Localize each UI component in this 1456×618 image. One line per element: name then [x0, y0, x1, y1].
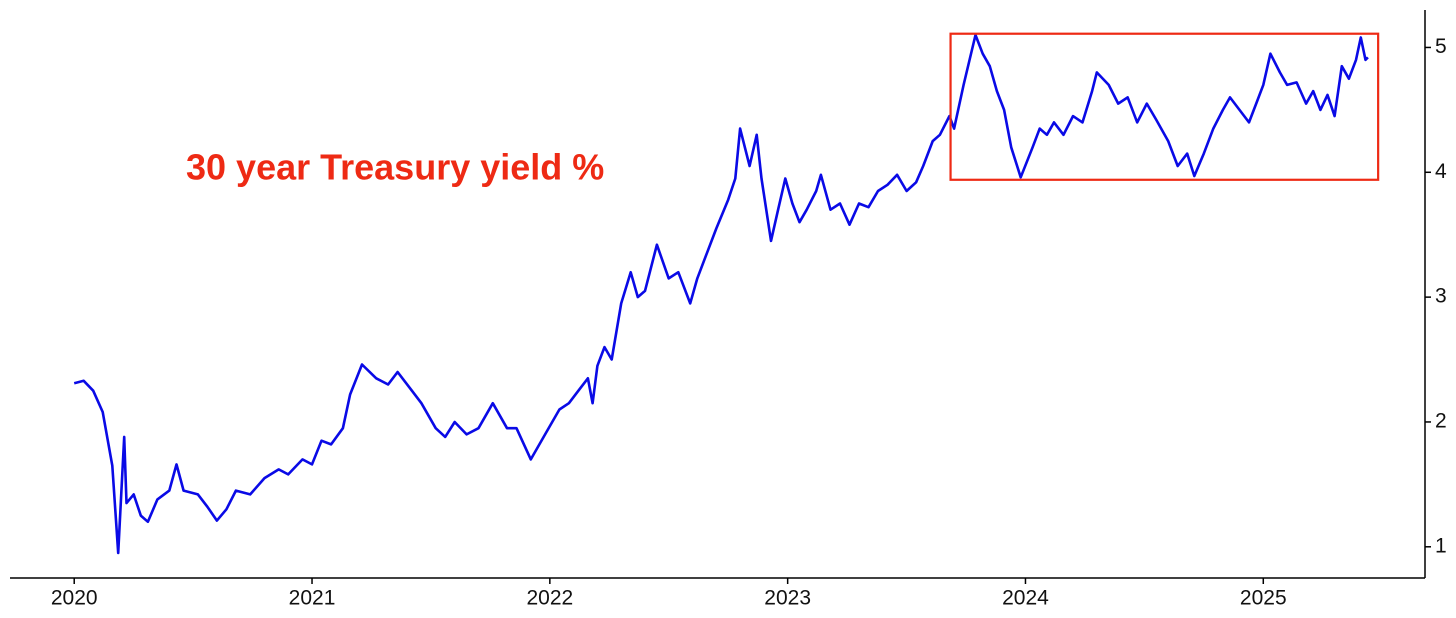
y-tick-label: 1 [1435, 534, 1447, 557]
x-tick-label: 2021 [289, 587, 336, 610]
x-tick-label: 2025 [1240, 587, 1287, 610]
y-tick-label: 5 [1435, 35, 1447, 58]
x-tick-label: 2024 [1002, 587, 1049, 610]
line-series [73, 33, 1369, 555]
y-tick-label: 3 [1435, 285, 1447, 308]
x-tick-label: 2022 [526, 587, 573, 610]
highlight-box [949, 32, 1380, 181]
x-tick-label: 2020 [51, 587, 98, 610]
annotation: 30 year Treasury yield % [186, 147, 604, 188]
y-tick-label: 2 [1435, 410, 1447, 433]
y-tick-label: 4 [1435, 160, 1447, 183]
x-tick-label: 2023 [764, 587, 811, 610]
